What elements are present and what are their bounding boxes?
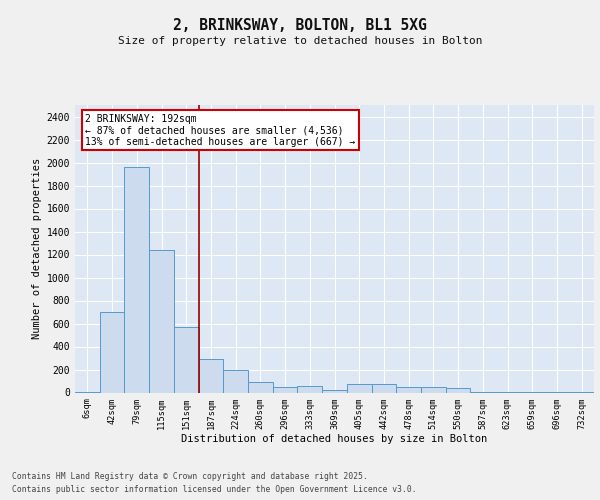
Bar <box>322 390 347 392</box>
Bar <box>446 388 470 392</box>
Bar <box>199 359 223 392</box>
Bar <box>223 370 248 392</box>
Bar <box>248 382 273 392</box>
Text: 2 BRINKSWAY: 192sqm
← 87% of detached houses are smaller (4,536)
13% of semi-det: 2 BRINKSWAY: 192sqm ← 87% of detached ho… <box>85 114 356 147</box>
Bar <box>174 327 199 392</box>
Bar <box>371 384 396 392</box>
Text: Contains public sector information licensed under the Open Government Licence v3: Contains public sector information licen… <box>12 485 416 494</box>
Bar <box>100 312 124 392</box>
Bar <box>273 387 298 392</box>
X-axis label: Distribution of detached houses by size in Bolton: Distribution of detached houses by size … <box>181 434 488 444</box>
Bar <box>124 167 149 392</box>
Bar <box>347 384 371 392</box>
Bar <box>149 250 174 392</box>
Text: 2, BRINKSWAY, BOLTON, BL1 5XG: 2, BRINKSWAY, BOLTON, BL1 5XG <box>173 18 427 32</box>
Bar <box>396 387 421 392</box>
Bar <box>298 386 322 392</box>
Text: Contains HM Land Registry data © Crown copyright and database right 2025.: Contains HM Land Registry data © Crown c… <box>12 472 368 481</box>
Y-axis label: Number of detached properties: Number of detached properties <box>32 158 43 340</box>
Bar <box>421 387 446 392</box>
Text: Size of property relative to detached houses in Bolton: Size of property relative to detached ho… <box>118 36 482 46</box>
